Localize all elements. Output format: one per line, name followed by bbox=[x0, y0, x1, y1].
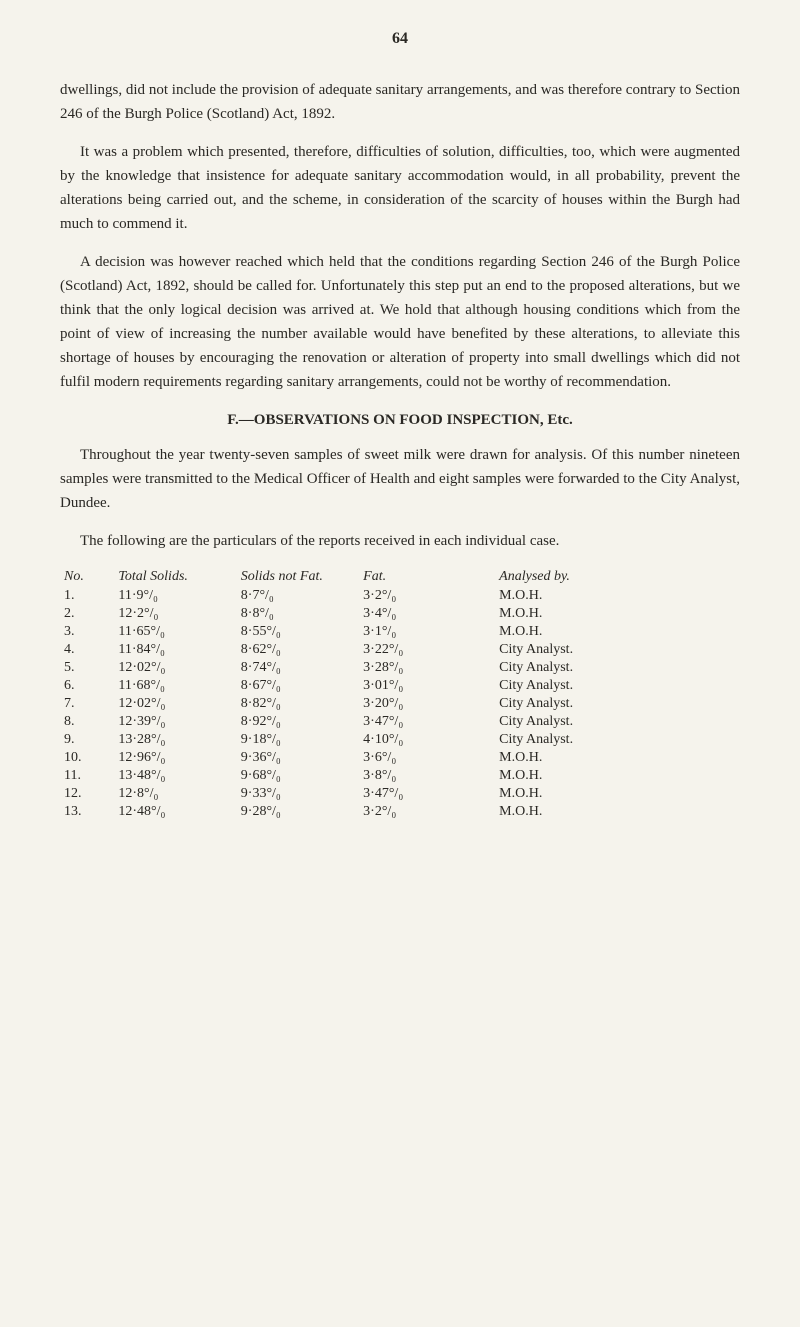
cell: 3. bbox=[60, 623, 114, 641]
paragraph-2: It was a problem which presented, theref… bbox=[60, 140, 740, 236]
cell: 13·48°/₀ bbox=[114, 767, 236, 785]
cell: 11·84°/₀ bbox=[114, 641, 236, 659]
cell: M.O.H. bbox=[495, 803, 740, 821]
cell: 8·8°/₀ bbox=[237, 605, 359, 623]
header-analysed-by: Analysed by. bbox=[495, 567, 740, 587]
header-total-solids: Total Solids. bbox=[114, 567, 236, 587]
table-row: 10.12·96°/₀9·36°/₀3·6°/₀M.O.H. bbox=[60, 749, 740, 767]
cell: 8. bbox=[60, 713, 114, 731]
cell: 3·22°/₀ bbox=[359, 641, 495, 659]
cell: 9·33°/₀ bbox=[237, 785, 359, 803]
cell: 3·01°/₀ bbox=[359, 677, 495, 695]
cell: 12·02°/₀ bbox=[114, 659, 236, 677]
cell: 12·48°/₀ bbox=[114, 803, 236, 821]
cell: 3·47°/₀ bbox=[359, 785, 495, 803]
header-solids-not-fat: Solids not Fat. bbox=[237, 567, 359, 587]
cell: 7. bbox=[60, 695, 114, 713]
table-row: 7.12·02°/₀8·82°/₀3·20°/₀City Analyst. bbox=[60, 695, 740, 713]
cell: 8·67°/₀ bbox=[237, 677, 359, 695]
cell: 8·92°/₀ bbox=[237, 713, 359, 731]
cell: City Analyst. bbox=[495, 695, 740, 713]
section-heading: F.—OBSERVATIONS ON FOOD INSPECTION, Etc. bbox=[60, 412, 740, 429]
cell: 11·65°/₀ bbox=[114, 623, 236, 641]
paragraph-1: dwellings, did not include the provision… bbox=[60, 78, 740, 126]
cell: 12·39°/₀ bbox=[114, 713, 236, 731]
cell: City Analyst. bbox=[495, 659, 740, 677]
cell: 9·28°/₀ bbox=[237, 803, 359, 821]
table-body: 1.11·9°/₀8·7°/₀3·2°/₀M.O.H. 2.12·2°/₀8·8… bbox=[60, 587, 740, 821]
cell: M.O.H. bbox=[495, 785, 740, 803]
cell: 13. bbox=[60, 803, 114, 821]
table-row: 6.11·68°/₀8·67°/₀3·01°/₀City Analyst. bbox=[60, 677, 740, 695]
cell: 9·18°/₀ bbox=[237, 731, 359, 749]
cell: City Analyst. bbox=[495, 677, 740, 695]
header-fat: Fat. bbox=[359, 567, 495, 587]
cell: 3·2°/₀ bbox=[359, 803, 495, 821]
cell: M.O.H. bbox=[495, 587, 740, 605]
cell: 4. bbox=[60, 641, 114, 659]
cell: 12·8°/₀ bbox=[114, 785, 236, 803]
cell: 11·9°/₀ bbox=[114, 587, 236, 605]
cell: M.O.H. bbox=[495, 623, 740, 641]
cell: 8·82°/₀ bbox=[237, 695, 359, 713]
cell: 2. bbox=[60, 605, 114, 623]
table-row: 5.12·02°/₀8·74°/₀3·28°/₀City Analyst. bbox=[60, 659, 740, 677]
cell: 10. bbox=[60, 749, 114, 767]
cell: 4·10°/₀ bbox=[359, 731, 495, 749]
cell: 3·20°/₀ bbox=[359, 695, 495, 713]
cell: 13·28°/₀ bbox=[114, 731, 236, 749]
table-row: 8.12·39°/₀8·92°/₀3·47°/₀City Analyst. bbox=[60, 713, 740, 731]
cell: 3·47°/₀ bbox=[359, 713, 495, 731]
table-row: 9.13·28°/₀9·18°/₀4·10°/₀City Analyst. bbox=[60, 731, 740, 749]
cell: City Analyst. bbox=[495, 713, 740, 731]
table-row: 11.13·48°/₀9·68°/₀3·8°/₀M.O.H. bbox=[60, 767, 740, 785]
section-paragraph-1: Throughout the year twenty-seven samples… bbox=[60, 443, 740, 515]
cell: M.O.H. bbox=[495, 767, 740, 785]
table-row: 3.11·65°/₀8·55°/₀3·1°/₀M.O.H. bbox=[60, 623, 740, 641]
table-row: 4.11·84°/₀8·62°/₀3·22°/₀City Analyst. bbox=[60, 641, 740, 659]
cell: 8·62°/₀ bbox=[237, 641, 359, 659]
cell: 3·6°/₀ bbox=[359, 749, 495, 767]
cell: 3·4°/₀ bbox=[359, 605, 495, 623]
cell: 8·55°/₀ bbox=[237, 623, 359, 641]
cell: 9·36°/₀ bbox=[237, 749, 359, 767]
cell: 12. bbox=[60, 785, 114, 803]
cell: 3·1°/₀ bbox=[359, 623, 495, 641]
cell: 11. bbox=[60, 767, 114, 785]
table-row: 2.12·2°/₀8·8°/₀3·4°/₀M.O.H. bbox=[60, 605, 740, 623]
header-no: No. bbox=[60, 567, 114, 587]
cell: City Analyst. bbox=[495, 731, 740, 749]
cell: 8·7°/₀ bbox=[237, 587, 359, 605]
cell: 12·2°/₀ bbox=[114, 605, 236, 623]
cell: 8·74°/₀ bbox=[237, 659, 359, 677]
section-paragraph-2: The following are the particulars of the… bbox=[60, 529, 740, 553]
table-row: 1.11·9°/₀8·7°/₀3·2°/₀M.O.H. bbox=[60, 587, 740, 605]
document-page: 64 dwellings, did not include the provis… bbox=[0, 0, 800, 861]
cell: 3·8°/₀ bbox=[359, 767, 495, 785]
table-row: 13.12·48°/₀9·28°/₀3·2°/₀M.O.H. bbox=[60, 803, 740, 821]
cell: 11·68°/₀ bbox=[114, 677, 236, 695]
paragraph-3: A decision was however reached which hel… bbox=[60, 250, 740, 394]
cell: 6. bbox=[60, 677, 114, 695]
cell: 1. bbox=[60, 587, 114, 605]
cell: M.O.H. bbox=[495, 749, 740, 767]
cell: 3·28°/₀ bbox=[359, 659, 495, 677]
page-number: 64 bbox=[60, 30, 740, 48]
cell: City Analyst. bbox=[495, 641, 740, 659]
cell: 3·2°/₀ bbox=[359, 587, 495, 605]
cell: M.O.H. bbox=[495, 605, 740, 623]
data-table: No. Total Solids. Solids not Fat. Fat. A… bbox=[60, 567, 740, 821]
cell: 12·96°/₀ bbox=[114, 749, 236, 767]
cell: 12·02°/₀ bbox=[114, 695, 236, 713]
table-row: 12.12·8°/₀9·33°/₀3·47°/₀M.O.H. bbox=[60, 785, 740, 803]
cell: 5. bbox=[60, 659, 114, 677]
cell: 9. bbox=[60, 731, 114, 749]
cell: 9·68°/₀ bbox=[237, 767, 359, 785]
table-header-row: No. Total Solids. Solids not Fat. Fat. A… bbox=[60, 567, 740, 587]
